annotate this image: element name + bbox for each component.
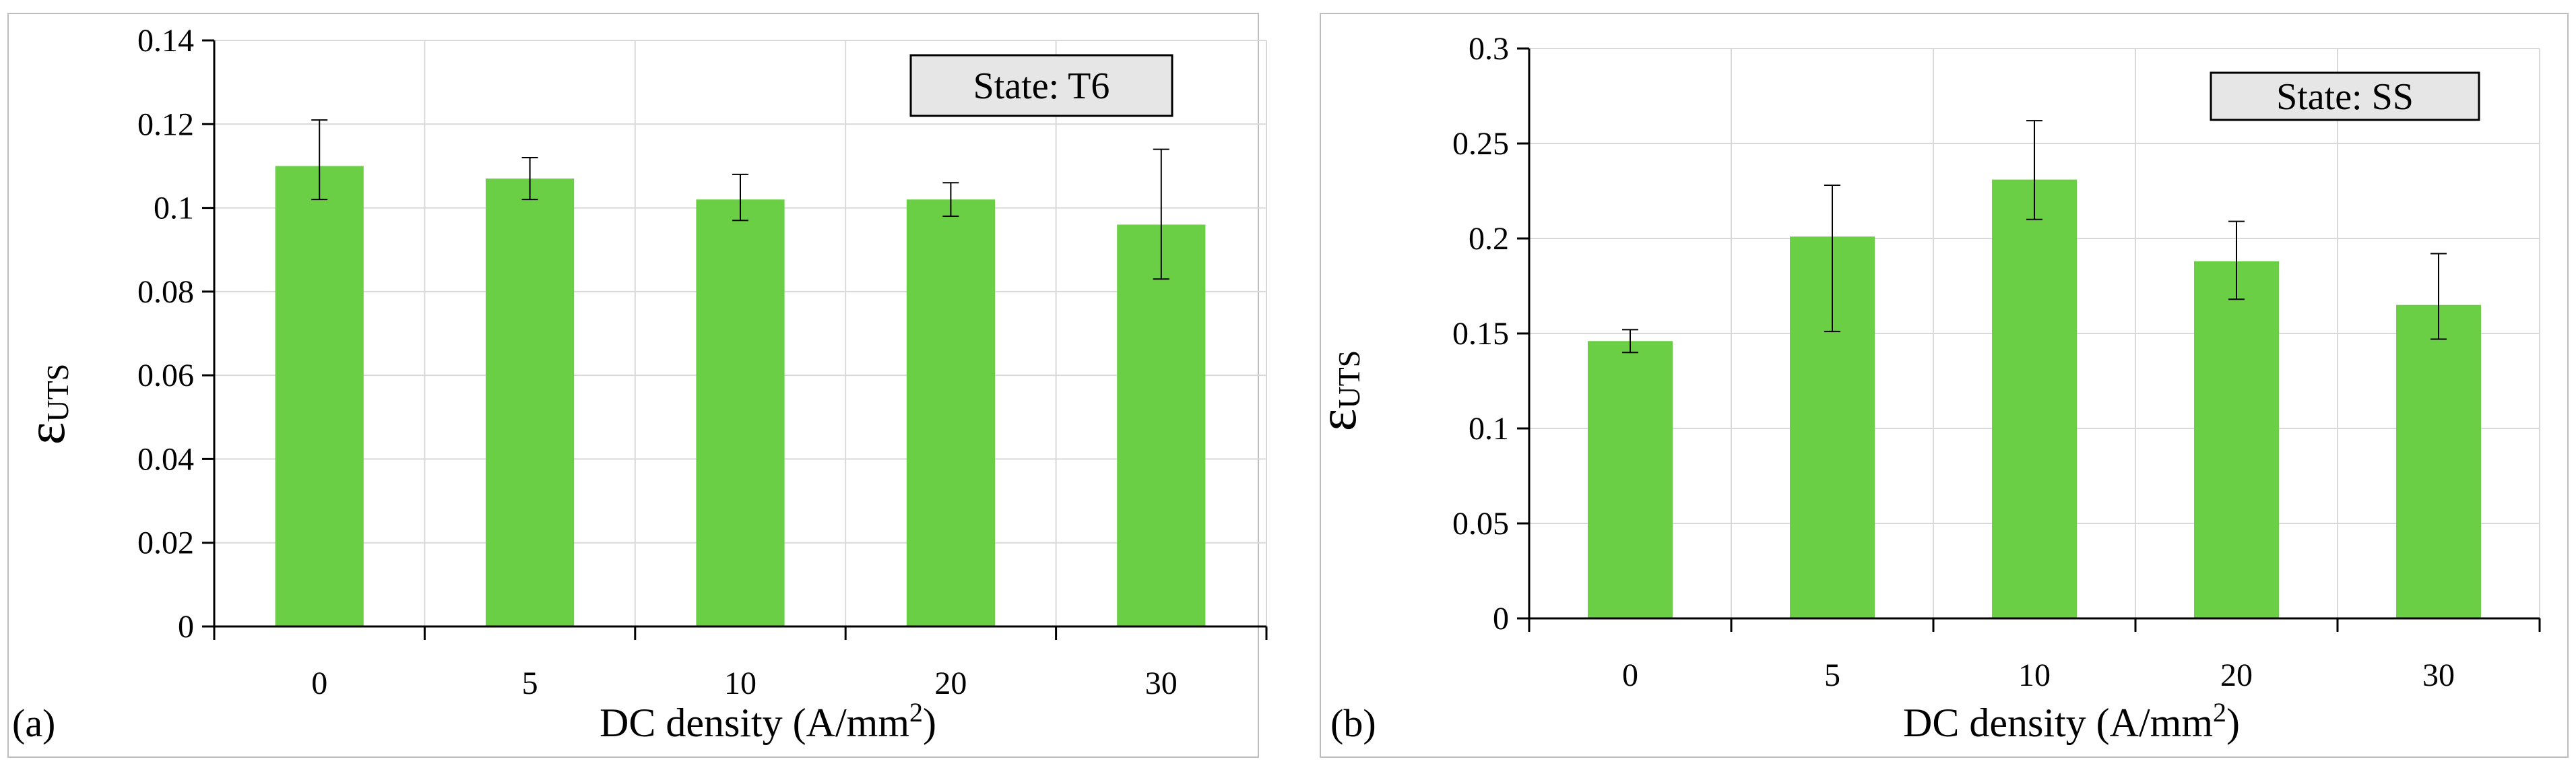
bar-5 [485, 179, 575, 627]
state-label-box [909, 54, 1173, 117]
y-tick-label: 0 [1493, 601, 1509, 637]
y-axis-label: εUTS [1308, 350, 1367, 432]
state-label: State: T6 [973, 65, 1110, 107]
y-tick-label: 0.04 [137, 441, 194, 477]
y-axis-label: εUTS [17, 364, 76, 445]
y-tick-label: 0.2 [1469, 221, 1509, 257]
chart-panel-b: 0 0.05 0.1 0.15 0.2 0.25 0.3 0 5 10 20 30 DC density… [1308, 13, 2569, 758]
y-tick-label: 0.14 [137, 23, 194, 59]
y-tick-label: 0.3 [1469, 31, 1509, 67]
x-tick-label: 0 [311, 666, 327, 701]
bar-10 [696, 199, 785, 627]
bar-20 [906, 199, 996, 627]
bar-10 [1992, 179, 2077, 619]
state-label-box [2210, 71, 2480, 121]
bar-0 [1588, 341, 1673, 618]
chart-panel-a: 0 0.02 0.04 0.06 0.08 0.1 0.12 0.14 0 5 10 20 30 DC d… [7, 13, 1268, 758]
bar-0 [275, 166, 364, 626]
bar-30 [2396, 304, 2481, 618]
x-tick-label: 30 [1145, 666, 1178, 701]
x-tick-label: 5 [1824, 657, 1840, 693]
y-tick-label: 0.1 [154, 191, 194, 226]
bar-20 [2194, 261, 2279, 619]
x-tick-label: 5 [522, 666, 538, 701]
x-axis-label: DC density (A/mm2) [1903, 697, 2240, 745]
y-tick-label: 0.1 [1469, 411, 1509, 447]
chart-frame [1320, 13, 2569, 758]
x-tick-label: 10 [2018, 657, 2051, 693]
panel-label: (b) [1330, 701, 1376, 745]
x-tick-label: 20 [934, 666, 967, 701]
x-axis-label: DC density (A/mm2) [600, 697, 936, 745]
panel-label: (a) [12, 701, 55, 745]
y-tick-label: 0.02 [137, 525, 194, 561]
y-tick-label: 0.25 [1452, 126, 1509, 162]
y-tick-label: 0.12 [137, 106, 194, 142]
y-tick-label: 0.15 [1452, 316, 1509, 352]
y-tick-label: 0 [178, 609, 194, 645]
x-tick-label: 0 [1622, 657, 1638, 693]
x-tick-label: 20 [2220, 657, 2253, 693]
y-tick-label: 0.05 [1452, 506, 1509, 542]
bar-30 [1117, 224, 1206, 626]
y-tick-label: 0.08 [137, 274, 194, 310]
y-tick-label: 0.06 [137, 358, 194, 393]
chart-frame [7, 13, 1259, 758]
state-label: State: SS [2276, 76, 2414, 118]
x-tick-label: 10 [724, 666, 756, 701]
x-tick-label: 30 [2422, 657, 2455, 693]
